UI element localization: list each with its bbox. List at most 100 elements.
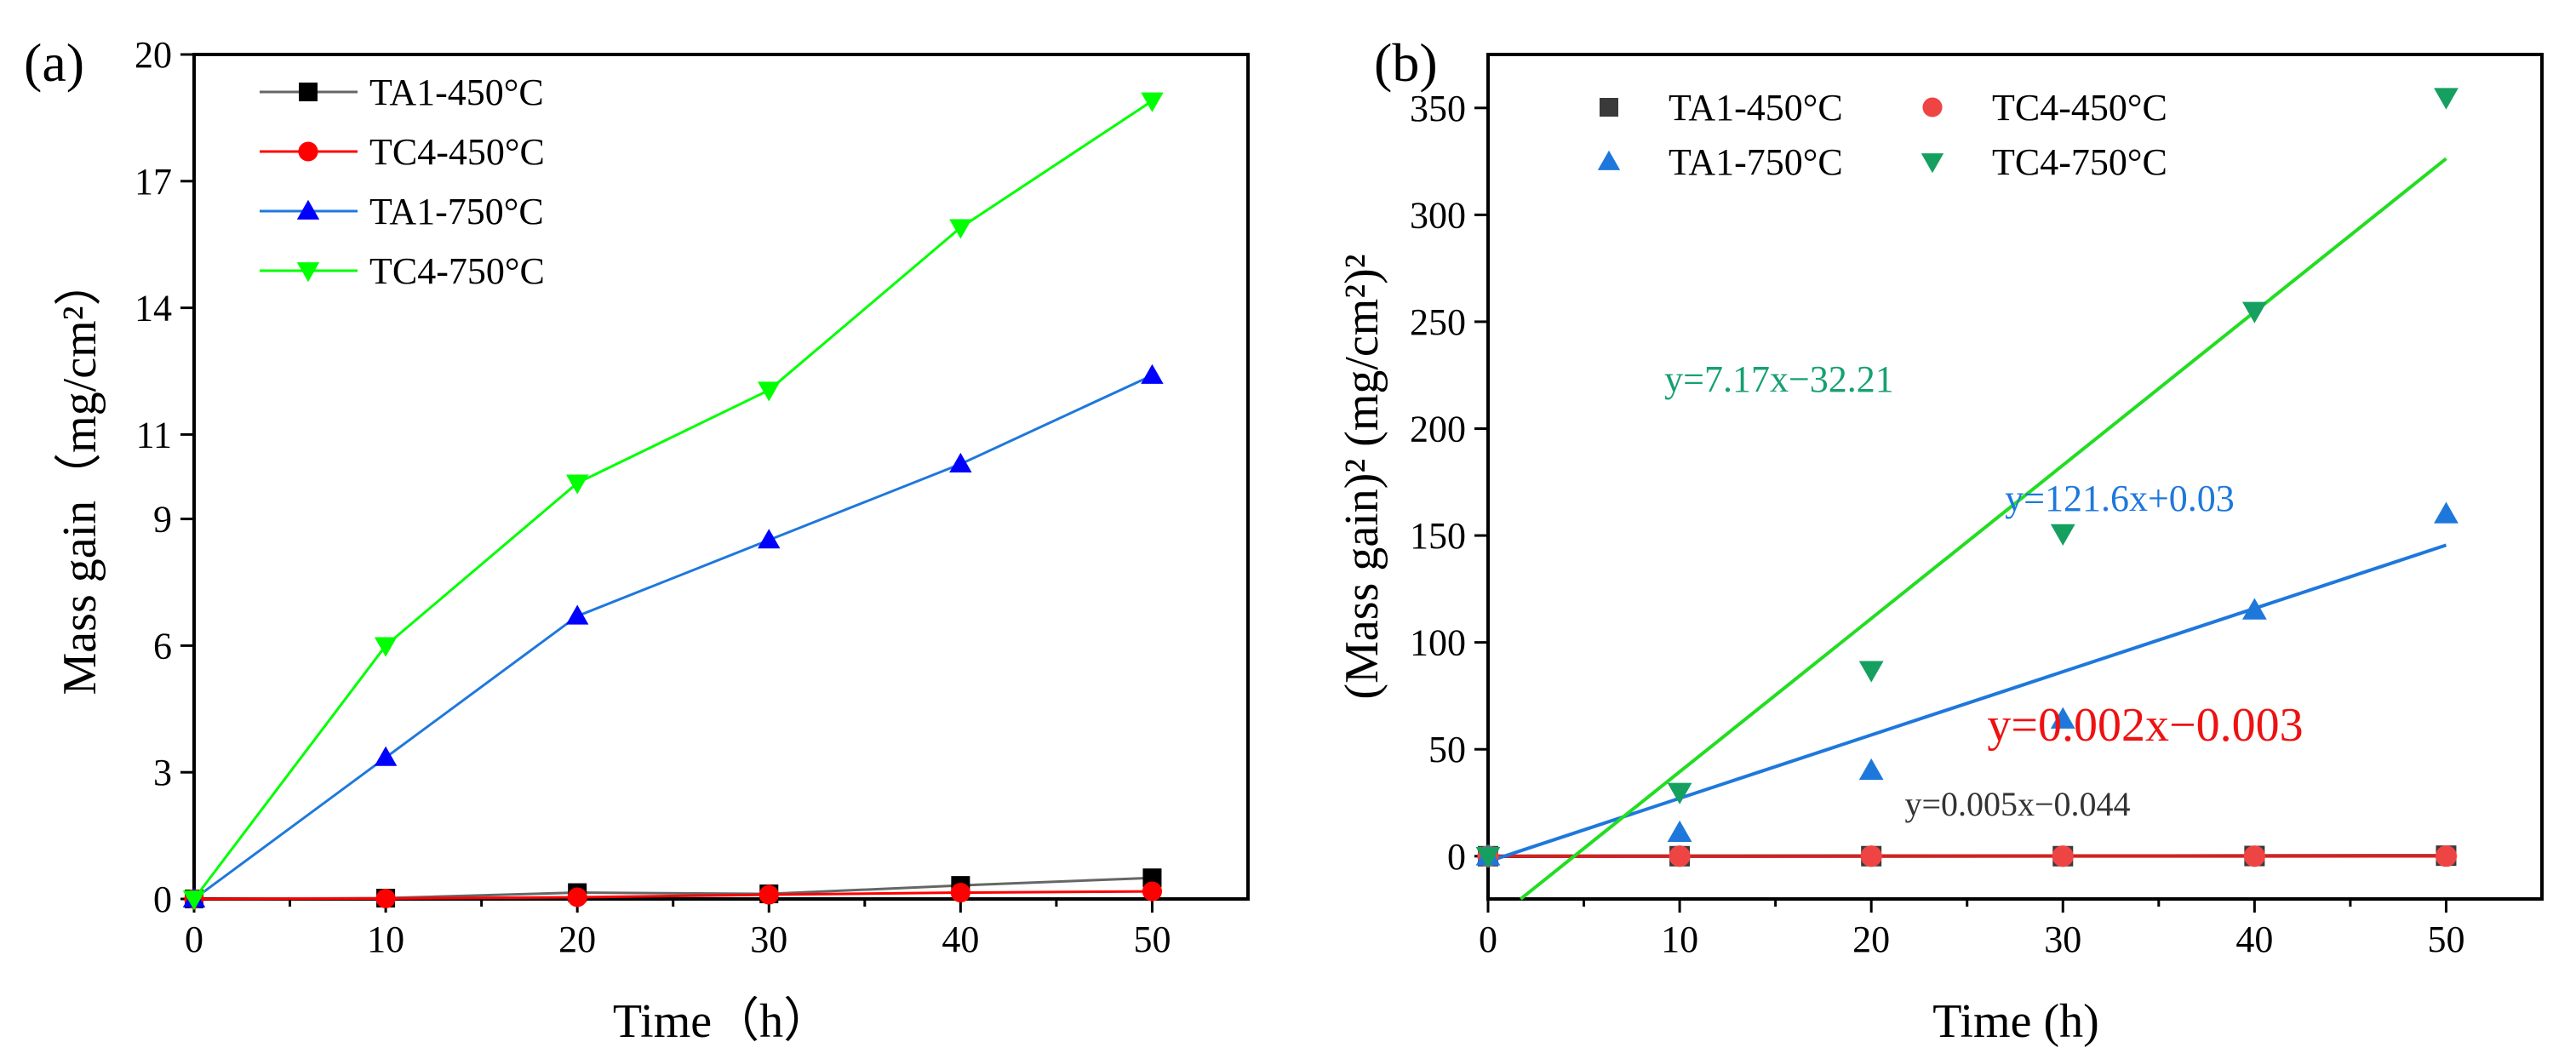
panel-a-y-tick-label: 11 [136, 414, 172, 455]
panel-a-legend-ta1-450-c-label: TA1-450°C [369, 72, 544, 113]
panel-b-tc4-450-c-point [2243, 845, 2265, 867]
panel-a-y-tick-label: 0 [153, 879, 172, 920]
panel-b-ta1-750-c-fit-line [1487, 543, 2447, 863]
panel-a-y-tick-label: 17 [135, 161, 172, 203]
panel-b-tc4-450-c-point [1669, 845, 1691, 867]
panel-a-x-axis-label: Time（h） [613, 995, 831, 1048]
panel-b-y-tick-label: 250 [1410, 301, 1466, 343]
panel-b-equation-annotation: y=0.005x−0.044 [1904, 785, 2130, 823]
panel-b-y-axis-label: (Mass gain)² (mg/cm²)² [1336, 254, 1388, 699]
panel-b-legend-ta1-450-c-label: TA1-450°C [1669, 87, 1843, 129]
panel-a-tc4-450-c-point [375, 888, 396, 909]
panel-a-tc4-750-c-point [758, 381, 781, 402]
panel-b-y-tick-label: 350 [1410, 88, 1466, 129]
panel-a-tc4-450-c-point [758, 884, 779, 905]
panel-b-tc4-750-c-point [1858, 661, 1884, 683]
panel-b-legend-ta1-450-c-swatch-marker [1600, 98, 1618, 117]
panel-a-plot-frame [192, 53, 1250, 901]
panel-a-ta1-750-c-point [374, 746, 398, 766]
panel-b-tc4-450-c-point [2052, 845, 2074, 867]
panel-a-legend-tc4-450-c-label: TC4-450°C [369, 131, 545, 173]
panel-b-ta1-750-c-point [2241, 598, 2267, 620]
panel-a-ta1-750-c-point [1141, 363, 1164, 384]
panel-a-legend-ta1-750-c-swatch-marker [296, 199, 320, 220]
panel-b-plot-frame [1486, 53, 2544, 901]
panel-b-ta1-750-c-point [2050, 707, 2075, 729]
panel-a-y-tick-label: 6 [153, 625, 172, 667]
panel-b-x-tick-label: 20 [1852, 919, 1890, 960]
panel-a-tc4-750-c-point [949, 219, 972, 239]
panel-b-tc4-750-c-fit-line [1520, 157, 2447, 901]
panel-b-annotations: y=7.17x−32.21 y=121.6x+0.03 y=0.002x−0.003… [1664, 358, 2303, 823]
panel-b-tc4-750-c-point [2050, 524, 2075, 546]
panel-a-x-tick-label: 30 [750, 919, 787, 960]
panel-b: (b) 0 10 20 30 40 50 0 50 100 150 200 250 300 350 TA1… [1336, 32, 2544, 1048]
panel-a-legend-tc4-750-c-swatch-marker [296, 262, 320, 283]
panel-a-legend-tc4-750-c-label: TC4-750°C [369, 250, 545, 292]
panel-b-x-axis-label: Time (h) [1932, 995, 2099, 1048]
panel-a-tc4-750-c-point [182, 890, 206, 911]
panel-a-tc4-450-c-point [950, 883, 970, 903]
panel-a-tc4-750-c-line [192, 100, 1153, 900]
panel-b-y-tick-label: 200 [1410, 408, 1466, 449]
panel-b-y-tick-label: 150 [1410, 515, 1466, 557]
panel-b-y-tick-label: 0 [1447, 836, 1466, 878]
panel-a-ticks: 0 10 20 30 40 50 0 3 6 9 11 14 17 20 [135, 34, 1171, 960]
panel-a-ta1-450-c-point [1142, 868, 1162, 888]
panel-b-legend-tc4-450-c-swatch-marker [1922, 97, 1943, 117]
panel-a-y-tick-label: 3 [153, 752, 172, 793]
panel-a-y-axis-label: Mass gain（mg/cm²） [54, 259, 106, 696]
panel-a-x-tick-label: 10 [367, 919, 404, 960]
panel-b-label: (b) [1374, 32, 1438, 93]
panel-a-legend-ta1-750-c-label: TA1-750°C [369, 191, 544, 232]
panel-b-tc4-450-c-point [2435, 845, 2458, 867]
panel-a-x-tick-label: 0 [185, 919, 203, 960]
panel-b-equation-annotation: y=121.6x+0.03 [2005, 478, 2235, 519]
panel-b-x-tick-label: 50 [2427, 919, 2464, 960]
panel-b-legend: TA1-450°C TC4-450°C TA1-750°C TC4-750°C [1597, 87, 2167, 183]
panel-b-legend-tc4-750-c-label: TC4-750°C [1992, 141, 2167, 183]
panel-b-y-tick-label: 50 [1428, 729, 1466, 770]
panel-a-tc4-450-c-point [1142, 881, 1163, 902]
panel-a-ta1-750-c-point [758, 529, 781, 549]
panel-a-label: (a) [24, 32, 84, 93]
panel-a-legend: TA1-450°C TC4-450°C TA1-750°C TC4-750°C [260, 72, 545, 292]
panel-a-tc4-750-c-point [565, 474, 589, 495]
panel-b-x-tick-label: 0 [1479, 919, 1497, 960]
panel-b-legend-ta1-750-c-label: TA1-750°C [1669, 141, 1843, 183]
panel-a: (a) 0 10 20 30 40 50 0 3 6 9 11 14 17 20 TA1-450°C TC4… [24, 32, 1250, 1048]
panel-a-tc4-750-c-point [374, 637, 398, 657]
panel-b-tc4-750-c-point [1667, 782, 1692, 804]
panel-b-tc4-750-c-point [1475, 846, 1501, 869]
panel-b-y-tick-label: 100 [1410, 622, 1466, 664]
panel-a-ta1-750-c-point [949, 452, 972, 473]
panel-a-y-tick-label: 9 [153, 499, 172, 541]
panel-a-x-tick-label: 20 [558, 919, 596, 960]
panel-a-series [182, 92, 1164, 911]
panel-b-series [1475, 88, 2459, 869]
panel-b-ta1-750-c-point [1667, 820, 1692, 842]
panel-b-legend-ta1-750-c-swatch-marker [1597, 150, 1621, 170]
panel-b-x-tick-label: 30 [2044, 919, 2081, 960]
panel-b-tc4-750-c-point [2434, 88, 2459, 110]
panel-b-x-tick-label: 10 [1661, 919, 1698, 960]
panel-b-legend-tc4-750-c-swatch-marker [1921, 153, 1944, 174]
panel-a-y-tick-label: 20 [135, 34, 172, 76]
panel-a-legend-ta1-450-c-swatch-marker [299, 83, 318, 101]
panel-b-ticks: 0 10 20 30 40 50 0 50 100 150 200 250 300 350 [1410, 88, 2464, 960]
panel-b-y-tick-label: 300 [1410, 194, 1466, 236]
panel-b-tc4-750-c-point [2241, 301, 2267, 323]
panel-b-tc4-450-c-point [1860, 845, 1882, 867]
panel-a-tc4-750-c-point [1141, 92, 1164, 112]
panel-a-legend-tc4-450-c-swatch-marker [298, 141, 318, 162]
panel-a-y-tick-label: 14 [135, 288, 172, 329]
panel-b-equation-annotation: y=7.17x−32.21 [1664, 358, 1894, 400]
panel-b-legend-tc4-450-c-label: TC4-450°C [1992, 87, 2167, 129]
panel-b-equation-annotation: y=0.002x−0.003 [1987, 699, 2303, 752]
panel-a-ta1-750-c-line [193, 374, 1153, 901]
panel-a-ta1-750-c-point [565, 604, 589, 625]
panel-a-tc4-450-c-point [567, 887, 587, 907]
panel-a-x-tick-label: 40 [942, 919, 979, 960]
panel-b-fit-lines [1487, 157, 2447, 901]
